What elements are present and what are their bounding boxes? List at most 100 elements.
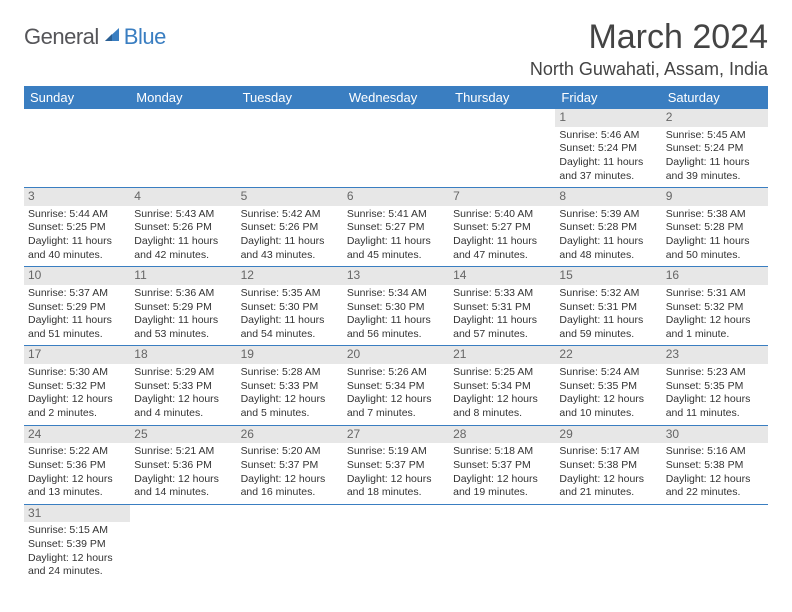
dow-label: Thursday xyxy=(449,86,555,109)
day-cell: 4Sunrise: 5:43 AMSunset: 5:26 PMDaylight… xyxy=(130,188,236,266)
sunrise: Sunrise: 5:42 AM xyxy=(241,208,339,222)
sunset: Sunset: 5:25 PM xyxy=(28,221,126,235)
day-cell: 17Sunrise: 5:30 AMSunset: 5:32 PMDayligh… xyxy=(24,346,130,424)
dow-label: Sunday xyxy=(24,86,130,109)
day-number: 31 xyxy=(24,505,130,523)
sunrise: Sunrise: 5:33 AM xyxy=(453,287,551,301)
sunrise: Sunrise: 5:36 AM xyxy=(134,287,232,301)
sunrise: Sunrise: 5:34 AM xyxy=(347,287,445,301)
dow-label: Tuesday xyxy=(237,86,343,109)
day-cell: 26Sunrise: 5:20 AMSunset: 5:37 PMDayligh… xyxy=(237,426,343,504)
sail-icon xyxy=(103,26,121,49)
day-number: 9 xyxy=(662,188,768,206)
daylight: Daylight: 12 hours and 13 minutes. xyxy=(28,473,126,500)
sunrise: Sunrise: 5:15 AM xyxy=(28,524,126,538)
brand-logo: General Blue xyxy=(24,18,166,50)
daylight: Daylight: 12 hours and 1 minute. xyxy=(666,314,764,341)
daylight: Daylight: 11 hours and 53 minutes. xyxy=(134,314,232,341)
sunrise: Sunrise: 5:17 AM xyxy=(559,445,657,459)
sunrise: Sunrise: 5:19 AM xyxy=(347,445,445,459)
daylight: Daylight: 11 hours and 37 minutes. xyxy=(559,156,657,183)
daylight: Daylight: 12 hours and 14 minutes. xyxy=(134,473,232,500)
day-cell xyxy=(130,109,236,187)
daylight: Daylight: 11 hours and 54 minutes. xyxy=(241,314,339,341)
sunrise: Sunrise: 5:45 AM xyxy=(666,129,764,143)
daylight: Daylight: 12 hours and 8 minutes. xyxy=(453,393,551,420)
day-number: 5 xyxy=(237,188,343,206)
sunset: Sunset: 5:31 PM xyxy=(559,301,657,315)
sunrise: Sunrise: 5:26 AM xyxy=(347,366,445,380)
day-number: 29 xyxy=(555,426,661,444)
day-number: 8 xyxy=(555,188,661,206)
daylight: Daylight: 12 hours and 21 minutes. xyxy=(559,473,657,500)
day-number: 12 xyxy=(237,267,343,285)
daylight: Daylight: 11 hours and 42 minutes. xyxy=(134,235,232,262)
daylight: Daylight: 11 hours and 57 minutes. xyxy=(453,314,551,341)
sunrise: Sunrise: 5:38 AM xyxy=(666,208,764,222)
sunset: Sunset: 5:28 PM xyxy=(559,221,657,235)
sunset: Sunset: 5:28 PM xyxy=(666,221,764,235)
day-cell: 14Sunrise: 5:33 AMSunset: 5:31 PMDayligh… xyxy=(449,267,555,345)
sunrise: Sunrise: 5:25 AM xyxy=(453,366,551,380)
sunrise: Sunrise: 5:37 AM xyxy=(28,287,126,301)
week-row: 10Sunrise: 5:37 AMSunset: 5:29 PMDayligh… xyxy=(24,267,768,346)
day-number: 19 xyxy=(237,346,343,364)
day-number: 15 xyxy=(555,267,661,285)
day-cell: 23Sunrise: 5:23 AMSunset: 5:35 PMDayligh… xyxy=(662,346,768,424)
day-cell: 24Sunrise: 5:22 AMSunset: 5:36 PMDayligh… xyxy=(24,426,130,504)
sunset: Sunset: 5:33 PM xyxy=(241,380,339,394)
day-cell: 22Sunrise: 5:24 AMSunset: 5:35 PMDayligh… xyxy=(555,346,661,424)
day-number: 25 xyxy=(130,426,236,444)
day-cell: 16Sunrise: 5:31 AMSunset: 5:32 PMDayligh… xyxy=(662,267,768,345)
sunset: Sunset: 5:37 PM xyxy=(241,459,339,473)
day-number: 7 xyxy=(449,188,555,206)
day-cell: 25Sunrise: 5:21 AMSunset: 5:36 PMDayligh… xyxy=(130,426,236,504)
sunrise: Sunrise: 5:20 AM xyxy=(241,445,339,459)
sunrise: Sunrise: 5:24 AM xyxy=(559,366,657,380)
day-cell xyxy=(449,505,555,583)
day-number: 14 xyxy=(449,267,555,285)
day-number: 30 xyxy=(662,426,768,444)
day-cell: 21Sunrise: 5:25 AMSunset: 5:34 PMDayligh… xyxy=(449,346,555,424)
day-number: 28 xyxy=(449,426,555,444)
sunset: Sunset: 5:30 PM xyxy=(347,301,445,315)
daylight: Daylight: 12 hours and 10 minutes. xyxy=(559,393,657,420)
sunset: Sunset: 5:27 PM xyxy=(453,221,551,235)
sunset: Sunset: 5:37 PM xyxy=(453,459,551,473)
calendar: SundayMondayTuesdayWednesdayThursdayFrid… xyxy=(24,86,768,583)
day-cell: 15Sunrise: 5:32 AMSunset: 5:31 PMDayligh… xyxy=(555,267,661,345)
day-number: 4 xyxy=(130,188,236,206)
sunset: Sunset: 5:39 PM xyxy=(28,538,126,552)
sunrise: Sunrise: 5:41 AM xyxy=(347,208,445,222)
day-cell: 27Sunrise: 5:19 AMSunset: 5:37 PMDayligh… xyxy=(343,426,449,504)
week-row: 3Sunrise: 5:44 AMSunset: 5:25 PMDaylight… xyxy=(24,188,768,267)
sunset: Sunset: 5:26 PM xyxy=(134,221,232,235)
day-number: 21 xyxy=(449,346,555,364)
dow-label: Friday xyxy=(555,86,661,109)
sunrise: Sunrise: 5:31 AM xyxy=(666,287,764,301)
day-number: 18 xyxy=(130,346,236,364)
daylight: Daylight: 11 hours and 45 minutes. xyxy=(347,235,445,262)
daylight: Daylight: 11 hours and 43 minutes. xyxy=(241,235,339,262)
day-number: 26 xyxy=(237,426,343,444)
sunrise: Sunrise: 5:23 AM xyxy=(666,366,764,380)
sunset: Sunset: 5:30 PM xyxy=(241,301,339,315)
day-cell xyxy=(343,505,449,583)
day-cell xyxy=(24,109,130,187)
week-row: 24Sunrise: 5:22 AMSunset: 5:36 PMDayligh… xyxy=(24,426,768,505)
daylight: Daylight: 11 hours and 50 minutes. xyxy=(666,235,764,262)
day-cell xyxy=(449,109,555,187)
day-number: 6 xyxy=(343,188,449,206)
week-row: 1Sunrise: 5:46 AMSunset: 5:24 PMDaylight… xyxy=(24,109,768,188)
day-number: 17 xyxy=(24,346,130,364)
day-cell: 30Sunrise: 5:16 AMSunset: 5:38 PMDayligh… xyxy=(662,426,768,504)
day-cell: 28Sunrise: 5:18 AMSunset: 5:37 PMDayligh… xyxy=(449,426,555,504)
daylight: Daylight: 12 hours and 24 minutes. xyxy=(28,552,126,579)
sunset: Sunset: 5:27 PM xyxy=(347,221,445,235)
day-cell: 20Sunrise: 5:26 AMSunset: 5:34 PMDayligh… xyxy=(343,346,449,424)
daylight: Daylight: 11 hours and 48 minutes. xyxy=(559,235,657,262)
day-cell: 19Sunrise: 5:28 AMSunset: 5:33 PMDayligh… xyxy=(237,346,343,424)
sunset: Sunset: 5:29 PM xyxy=(28,301,126,315)
sunset: Sunset: 5:34 PM xyxy=(347,380,445,394)
sunset: Sunset: 5:24 PM xyxy=(666,142,764,156)
